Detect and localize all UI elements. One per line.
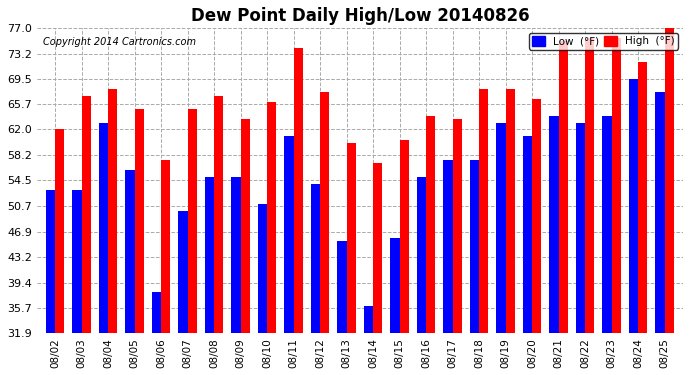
Bar [267,102,277,375]
Bar [373,164,382,375]
Bar [602,116,611,375]
Bar [575,123,585,375]
Bar [346,143,356,375]
Bar [479,89,489,375]
Bar [558,41,568,375]
Bar [585,38,594,375]
Bar [258,204,267,375]
Bar [656,92,664,375]
Bar [284,136,294,375]
Bar [294,48,303,375]
Bar [108,89,117,375]
Bar [126,170,135,375]
Title: Dew Point Daily High/Low 20140826: Dew Point Daily High/Low 20140826 [190,7,529,25]
Bar [417,177,426,375]
Bar [99,123,108,375]
Bar [337,241,346,375]
Bar [231,177,241,375]
Bar [81,96,91,375]
Bar [364,306,373,375]
Bar [179,211,188,375]
Bar [72,190,81,375]
Bar [664,28,673,375]
Bar [205,177,214,375]
Bar [152,292,161,375]
Bar [391,238,400,375]
Bar [443,160,453,375]
Bar [470,160,479,375]
Bar [629,79,638,375]
Bar [453,119,462,375]
Bar [188,109,197,375]
Bar [549,116,558,375]
Bar [523,136,532,375]
Legend: Low  (°F), High  (°F): Low (°F), High (°F) [529,33,678,50]
Bar [611,38,621,375]
Bar [55,129,64,375]
Bar [214,96,224,375]
Bar [400,140,409,375]
Text: Copyright 2014 Cartronics.com: Copyright 2014 Cartronics.com [43,37,196,47]
Bar [426,116,435,375]
Bar [46,190,55,375]
Bar [311,184,320,375]
Bar [638,62,647,375]
Bar [161,160,170,375]
Bar [496,123,506,375]
Bar [135,109,144,375]
Bar [532,99,542,375]
Bar [320,92,329,375]
Bar [506,89,515,375]
Bar [241,119,250,375]
